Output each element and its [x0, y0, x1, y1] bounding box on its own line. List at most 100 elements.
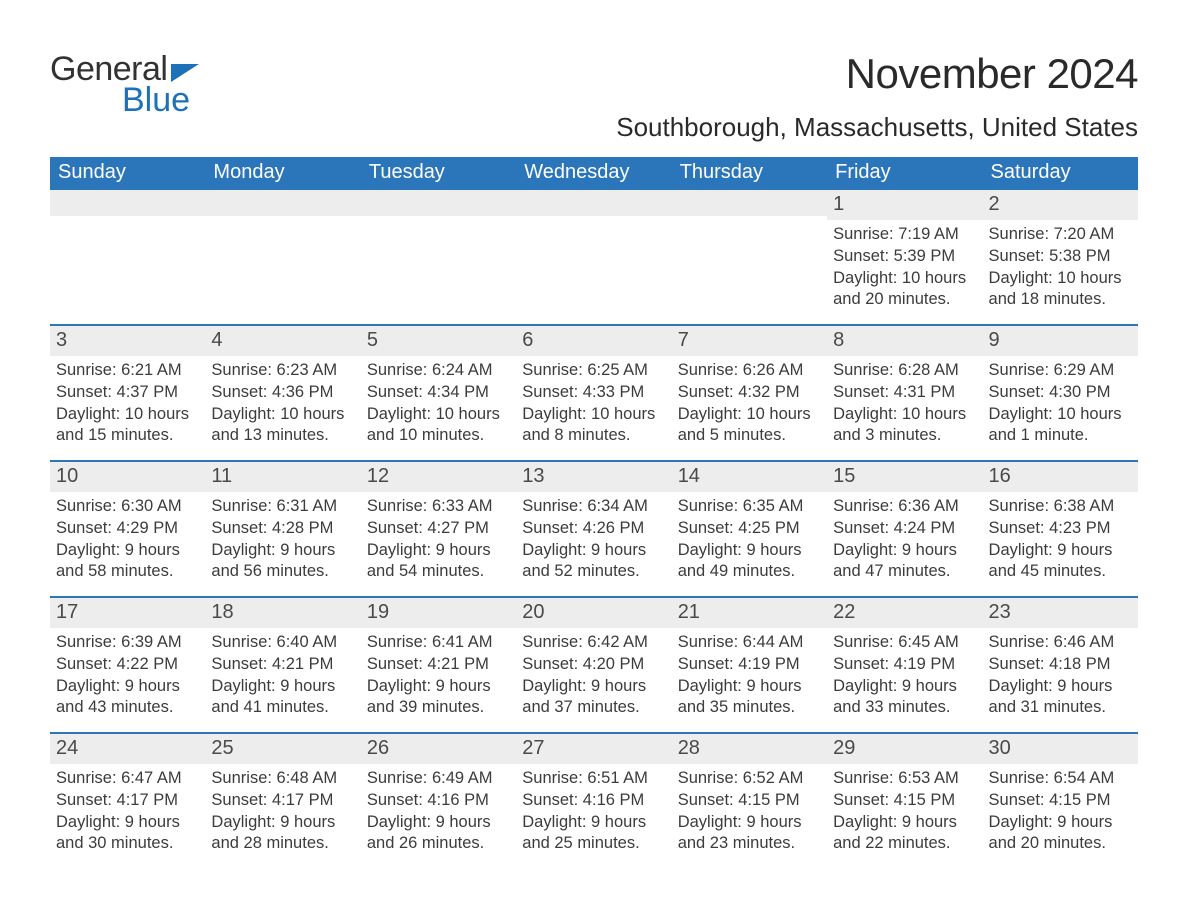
- sunset-line: Sunset: 4:36 PM: [211, 382, 354, 403]
- day-details: Sunrise: 6:29 AMSunset: 4:30 PMDaylight:…: [989, 360, 1132, 446]
- sunrise-line: Sunrise: 6:26 AM: [678, 360, 821, 381]
- calendar-cell: 23 Sunrise: 6:46 AMSunset: 4:18 PMDayligh…: [983, 596, 1138, 732]
- daylight-line: Daylight: 9 hours and 28 minutes.: [211, 812, 354, 854]
- sunset-line: Sunset: 4:18 PM: [989, 654, 1132, 675]
- day-details: Sunrise: 6:34 AMSunset: 4:26 PMDaylight:…: [522, 496, 665, 582]
- sunrise-line: Sunrise: 6:38 AM: [989, 496, 1132, 517]
- calendar-cell: 26Sunrise: 6:49 AMSunset: 4:16 PMDayligh…: [361, 732, 516, 868]
- sunset-line: Sunset: 4:19 PM: [678, 654, 821, 675]
- daylight-line: Daylight: 10 hours and 1 minute.: [989, 404, 1132, 446]
- day-header: Sunday: [50, 157, 205, 190]
- day-details: Sunrise: 6:45 AMSunset: 4:19 PMDaylight:…: [833, 632, 976, 718]
- day-details: Sunrise: 6:31 AMSunset: 4:28 PMDaylight:…: [211, 496, 354, 582]
- daylight-line: Daylight: 10 hours and 3 minutes.: [833, 404, 976, 446]
- day-number: 4: [205, 324, 360, 356]
- sunset-line: Sunset: 5:39 PM: [833, 246, 976, 267]
- sunrise-line: Sunrise: 6:40 AM: [211, 632, 354, 653]
- calendar-cell: 16Sunrise: 6:38 AMSunset: 4:23 PMDayligh…: [983, 460, 1138, 596]
- daylight-line: Daylight: 10 hours and 20 minutes.: [833, 268, 976, 310]
- location-subtitle: Southborough, Massachusetts, United Stat…: [616, 112, 1138, 143]
- day-number: 29: [827, 732, 982, 764]
- daylight-line: Daylight: 9 hours and 35 minutes.: [678, 676, 821, 718]
- calendar-head: SundayMondayTuesdayWednesdayThursdayFrid…: [50, 157, 1138, 190]
- day-number: 10: [50, 460, 205, 492]
- calendar-cell: 27 Sunrise: 6:51 AMSunset: 4:16 PMDayligh…: [516, 732, 671, 868]
- daylight-line: Daylight: 9 hours and 20 minutes.: [989, 812, 1132, 854]
- day-number: 22: [827, 596, 982, 628]
- sunset-line: Sunset: 4:33 PM: [522, 382, 665, 403]
- day-details: Sunrise: 6:44 AMSunset: 4:19 PMDaylight:…: [678, 632, 821, 718]
- header-row: General Blue November 2024 Southborough,…: [50, 50, 1138, 143]
- sunset-line: Sunset: 4:23 PM: [989, 518, 1132, 539]
- calendar-cell: [361, 190, 516, 324]
- calendar-week: 17Sunrise: 6:39 AMSunset: 4:22 PMDayligh…: [50, 596, 1138, 732]
- calendar-cell: 8Sunrise: 6:28 AMSunset: 4:31 PMDaylight…: [827, 324, 982, 460]
- day-details: Sunrise: 6:46 AMSunset: 4:18 PMDaylight:…: [989, 632, 1132, 718]
- sunrise-line: Sunrise: 6:34 AM: [522, 496, 665, 517]
- title-block: November 2024 Southborough, Massachusett…: [616, 50, 1138, 143]
- day-details: Sunrise: 6:24 AMSunset: 4:34 PMDaylight:…: [367, 360, 510, 446]
- day-number: [361, 190, 516, 216]
- day-details: Sunrise: 6:41 AMSunset: 4:21 PMDaylight:…: [367, 632, 510, 718]
- calendar-cell: 6 Sunrise: 6:25 AMSunset: 4:33 PMDaylight…: [516, 324, 671, 460]
- calendar-cell: 4 Sunrise: 6:23 AMSunset: 4:36 PMDaylight…: [205, 324, 360, 460]
- daylight-line: Daylight: 9 hours and 31 minutes.: [989, 676, 1132, 718]
- calendar-cell: [50, 190, 205, 324]
- calendar-cell: 18Sunrise: 6:40 AMSunset: 4:21 PMDayligh…: [205, 596, 360, 732]
- logo-triangle-icon: [171, 64, 199, 82]
- day-number: 14: [672, 460, 827, 492]
- day-number: 12: [361, 460, 516, 492]
- daylight-line: Daylight: 9 hours and 41 minutes.: [211, 676, 354, 718]
- daylight-line: Daylight: 10 hours and 8 minutes.: [522, 404, 665, 446]
- calendar-cell: 25Sunrise: 6:48 AMSunset: 4:17 PMDayligh…: [205, 732, 360, 868]
- sunrise-line: Sunrise: 6:33 AM: [367, 496, 510, 517]
- day-number: 20: [516, 596, 671, 628]
- sunrise-line: Sunrise: 6:23 AM: [211, 360, 354, 381]
- daylight-line: Daylight: 10 hours and 13 minutes.: [211, 404, 354, 446]
- sunset-line: Sunset: 4:17 PM: [211, 790, 354, 811]
- sunrise-line: Sunrise: 6:24 AM: [367, 360, 510, 381]
- sunset-line: Sunset: 4:29 PM: [56, 518, 199, 539]
- daylight-line: Daylight: 9 hours and 23 minutes.: [678, 812, 821, 854]
- day-number: 27: [516, 732, 671, 764]
- sunrise-line: Sunrise: 6:46 AM: [989, 632, 1132, 653]
- sunset-line: Sunset: 4:34 PM: [367, 382, 510, 403]
- sunset-line: Sunset: 5:38 PM: [989, 246, 1132, 267]
- daylight-line: Daylight: 9 hours and 26 minutes.: [367, 812, 510, 854]
- day-number: 15: [827, 460, 982, 492]
- sunrise-line: Sunrise: 6:41 AM: [367, 632, 510, 653]
- daylight-line: Daylight: 10 hours and 5 minutes.: [678, 404, 821, 446]
- daylight-line: Daylight: 9 hours and 25 minutes.: [522, 812, 665, 854]
- sunset-line: Sunset: 4:26 PM: [522, 518, 665, 539]
- sunrise-line: Sunrise: 6:31 AM: [211, 496, 354, 517]
- calendar-cell: 17Sunrise: 6:39 AMSunset: 4:22 PMDayligh…: [50, 596, 205, 732]
- day-details: Sunrise: 6:23 AMSunset: 4:36 PMDaylight:…: [211, 360, 354, 446]
- day-details: Sunrise: 6:48 AMSunset: 4:17 PMDaylight:…: [211, 768, 354, 854]
- day-number: 11: [205, 460, 360, 492]
- daylight-line: Daylight: 9 hours and 49 minutes.: [678, 540, 821, 582]
- calendar-cell: [516, 190, 671, 324]
- calendar-cell: 5Sunrise: 6:24 AMSunset: 4:34 PMDaylight…: [361, 324, 516, 460]
- calendar-cell: 30Sunrise: 6:54 AMSunset: 4:15 PMDayligh…: [983, 732, 1138, 868]
- page-title: November 2024: [616, 50, 1138, 98]
- sunrise-line: Sunrise: 6:39 AM: [56, 632, 199, 653]
- day-number: 24: [50, 732, 205, 764]
- calendar-body: 1Sunrise: 7:19 AMSunset: 5:39 PMDaylight…: [50, 190, 1138, 868]
- calendar-week: 10Sunrise: 6:30 AMSunset: 4:29 PMDayligh…: [50, 460, 1138, 596]
- daylight-line: Daylight: 10 hours and 10 minutes.: [367, 404, 510, 446]
- sunrise-line: Sunrise: 6:51 AM: [522, 768, 665, 789]
- day-details: Sunrise: 6:36 AMSunset: 4:24 PMDaylight:…: [833, 496, 976, 582]
- sunrise-line: Sunrise: 6:44 AM: [678, 632, 821, 653]
- day-details: Sunrise: 6:51 AMSunset: 4:16 PMDaylight:…: [522, 768, 665, 854]
- sunrise-line: Sunrise: 6:21 AM: [56, 360, 199, 381]
- day-number: [672, 190, 827, 216]
- sunset-line: Sunset: 4:21 PM: [211, 654, 354, 675]
- sunrise-line: Sunrise: 6:25 AM: [522, 360, 665, 381]
- day-number: [205, 190, 360, 216]
- day-number: 6: [516, 324, 671, 356]
- day-number: 23: [983, 596, 1138, 628]
- day-number: 21: [672, 596, 827, 628]
- calendar-cell: 10Sunrise: 6:30 AMSunset: 4:29 PMDayligh…: [50, 460, 205, 596]
- logo: General Blue: [50, 50, 199, 120]
- day-number: 30: [983, 732, 1138, 764]
